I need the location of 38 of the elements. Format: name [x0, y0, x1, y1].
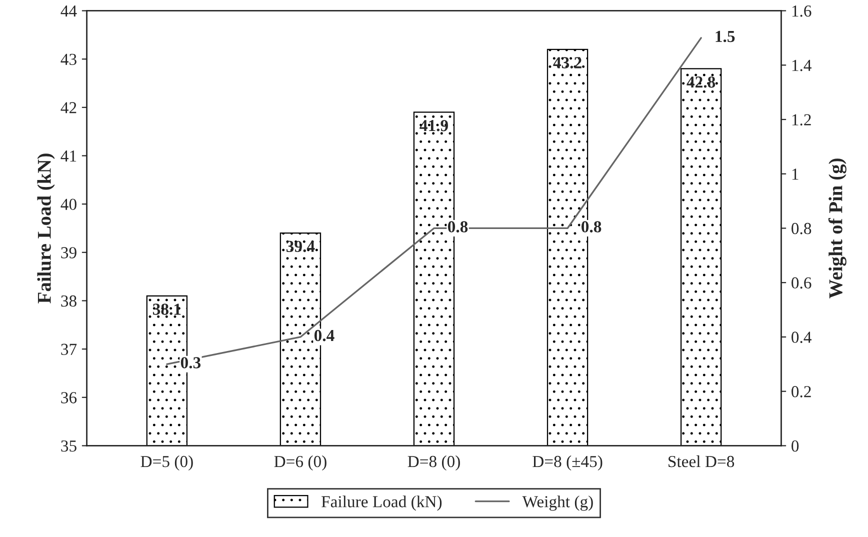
data-label: 0.4: [314, 330, 334, 342]
y-axis-title: Failure Load (kN): [37, 154, 55, 304]
x-tick-label: D=8 (0): [408, 455, 460, 471]
y2-tick-label: 1.4: [792, 60, 812, 72]
legend-label: Weight (g): [522, 496, 593, 511]
data-label: 1.5: [716, 30, 735, 42]
data-label: 43.2: [553, 57, 582, 68]
data-label: 42.8: [686, 76, 716, 88]
data-label: 0.8: [582, 221, 602, 232]
y2-tick-label: 1.2: [792, 114, 811, 126]
data-label: 38.1: [152, 304, 181, 315]
y2-tick-label: 0.8: [792, 222, 812, 234]
legend-label: Failure Load (kN): [322, 496, 442, 511]
y-tick-label: 44: [60, 6, 77, 17]
data-label: 0.8: [448, 221, 468, 232]
x-tick-label: D=5 (0): [140, 455, 193, 471]
data-label: 0.3: [180, 357, 201, 368]
y2-tick-label: 0: [792, 440, 799, 452]
y-tick-label: 39: [61, 247, 76, 258]
y-tick-label: 37: [61, 344, 77, 355]
y2-tick-label: 0.2: [792, 386, 811, 398]
y2-tick-label: 1: [792, 168, 798, 180]
y-tick-label: 42: [60, 102, 76, 114]
y-tick-label: 36: [61, 392, 77, 404]
y-tick-label: 35: [61, 440, 76, 452]
y2-tick-label: 0.6: [792, 277, 812, 289]
y-tick-label: 40: [60, 198, 76, 210]
x-tick-label: D=6 (0): [274, 455, 326, 471]
x-tick-label: Steel D=8: [668, 455, 734, 468]
x-tick-label: D=8 (±45): [532, 455, 602, 471]
data-label: 39.4: [286, 240, 315, 252]
y2-axis-title: Weight of Pin (g): [828, 158, 846, 298]
y-tick-label: 38: [61, 295, 76, 307]
y2-tick-label: 1.6: [792, 5, 812, 17]
data-label: 41.9: [420, 120, 448, 132]
y-tick-label: 43: [60, 54, 76, 66]
y-tick-label: 41: [60, 150, 76, 162]
y2-tick-label: 0.4: [792, 332, 812, 343]
